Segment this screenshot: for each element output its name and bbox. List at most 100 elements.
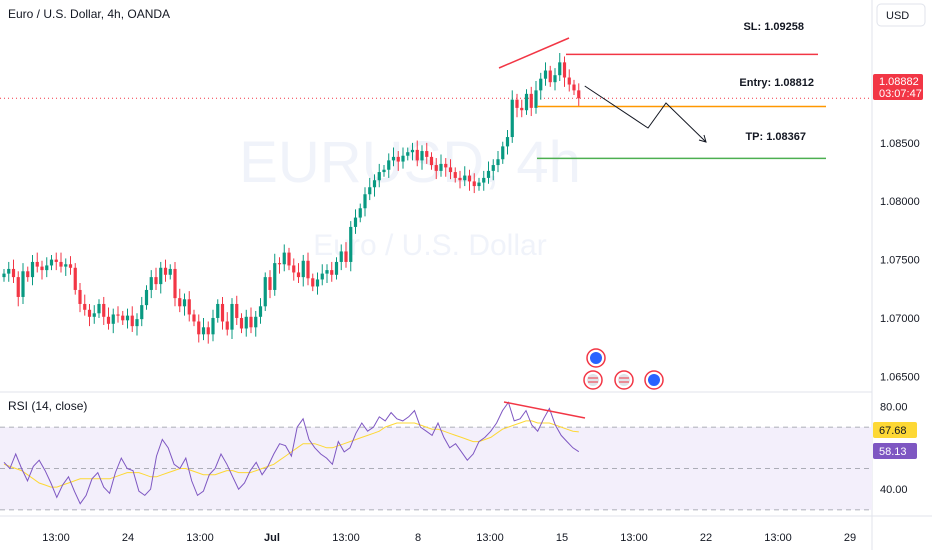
- candle-body: [197, 321, 201, 335]
- candle-body: [567, 77, 571, 85]
- price-tick-label: 1.07500: [880, 255, 920, 267]
- candle-body: [334, 261, 339, 275]
- tp-label: TP: 1.08367: [745, 131, 806, 143]
- candle-body: [306, 260, 310, 279]
- candle-body: [406, 152, 410, 156]
- candle-body: [116, 314, 120, 316]
- time-tick-label: 22: [700, 532, 712, 544]
- candle-body: [249, 316, 253, 328]
- candle-body: [292, 265, 296, 273]
- candle-body: [254, 316, 258, 328]
- candle-body: [401, 155, 405, 162]
- candle-body: [448, 167, 453, 173]
- candle-body: [2, 273, 6, 278]
- candle-body: [372, 180, 377, 188]
- candle-body: [87, 309, 92, 317]
- candle-body: [524, 93, 529, 111]
- projection-path: [584, 85, 707, 143]
- rsi-title: RSI (14, close): [8, 399, 87, 413]
- candle-body: [482, 177, 486, 183]
- candle-body: [562, 62, 567, 78]
- candle-body: [425, 151, 429, 157]
- candle-body: [577, 90, 581, 99]
- rsi-pane: 80.00 40.00: [0, 401, 908, 511]
- candle-body: [410, 149, 415, 153]
- time-tick-label: 15: [556, 532, 568, 544]
- rsi-value-tag: 58.13: [873, 443, 917, 459]
- candle-body: [529, 93, 533, 108]
- price-tick-label: 1.06500: [880, 371, 920, 383]
- time-tick-label: 24: [122, 532, 134, 544]
- price-trendline: [498, 37, 570, 69]
- candle-body: [258, 306, 263, 317]
- us-event-icon[interactable]: [583, 370, 603, 390]
- candle-body: [273, 263, 277, 290]
- rsi-line: [3, 401, 580, 505]
- candle-body: [149, 277, 153, 290]
- candle-body: [472, 181, 476, 187]
- candle-body: [35, 261, 39, 267]
- candle-body: [353, 217, 358, 227]
- candle-body: [192, 314, 196, 322]
- candle-body: [225, 321, 229, 330]
- currency-button[interactable]: USD: [876, 3, 926, 27]
- candle-body: [73, 267, 77, 290]
- candle-body: [358, 208, 362, 218]
- candle-body: [391, 156, 396, 161]
- economic-events[interactable]: [583, 348, 664, 390]
- time-axis: 13:00 24 13:00 Jul 13:00 8 13:00 15 13:00 22 13:00…: [42, 532, 856, 544]
- time-tick-label: Jul: [264, 532, 280, 544]
- candle-body: [206, 327, 210, 335]
- candle-body: [520, 107, 524, 111]
- rsi-trendline: [503, 401, 586, 419]
- candle-body: [453, 172, 457, 178]
- price-tick-label: 1.08500: [880, 138, 920, 150]
- candle-body: [106, 316, 111, 324]
- candle-body: [121, 315, 125, 321]
- candle-body: [68, 264, 73, 268]
- candle-body: [444, 163, 448, 168]
- candle-body: [7, 268, 11, 274]
- candle-body: [311, 278, 315, 287]
- symbol-title: Euro / U.S. Dollar, 4h, OANDA: [8, 7, 170, 21]
- candle-body: [572, 84, 576, 91]
- rsi-value: 58.13: [879, 446, 907, 458]
- candle-body: [211, 317, 215, 335]
- current-price-tag: 1.08882 03:07:47: [873, 74, 923, 100]
- candle-body: [163, 267, 168, 275]
- candle-body: [467, 175, 472, 182]
- projection-arrowhead: [698, 134, 707, 143]
- candle-body: [439, 163, 443, 171]
- rsi-ma-value: 67.68: [879, 425, 907, 437]
- candle-body: [501, 146, 505, 160]
- candle-body: [216, 303, 220, 318]
- candle-body: [154, 277, 158, 285]
- candle-body: [330, 270, 334, 275]
- candle-body: [377, 172, 381, 181]
- candle-body: [434, 165, 438, 171]
- candle-body: [230, 303, 234, 330]
- us-event-icon-2[interactable]: [614, 370, 634, 390]
- candle-body: [505, 137, 510, 147]
- candle-body: [339, 251, 343, 262]
- eu-event-icon-2[interactable]: [644, 370, 664, 390]
- eu-event-icon[interactable]: [586, 348, 606, 368]
- candle-body: [59, 261, 63, 267]
- candle-body: [553, 75, 557, 83]
- candle-body: [263, 277, 267, 307]
- time-tick-label: 13:00: [476, 532, 504, 544]
- candle-body: [458, 177, 462, 181]
- candle-body: [268, 277, 272, 290]
- candle-body: [11, 268, 16, 278]
- candle-body: [239, 317, 244, 329]
- candle-body: [349, 226, 353, 262]
- candle-body: [130, 315, 134, 327]
- candle-body: [539, 78, 543, 91]
- trade-drawings[interactable]: [498, 37, 826, 160]
- bar-countdown: 03:07:47: [879, 88, 922, 100]
- rsi-tick-label: 80.00: [880, 401, 908, 413]
- candle-body: [282, 252, 286, 265]
- candle-body: [368, 187, 372, 195]
- candle-body: [26, 271, 30, 278]
